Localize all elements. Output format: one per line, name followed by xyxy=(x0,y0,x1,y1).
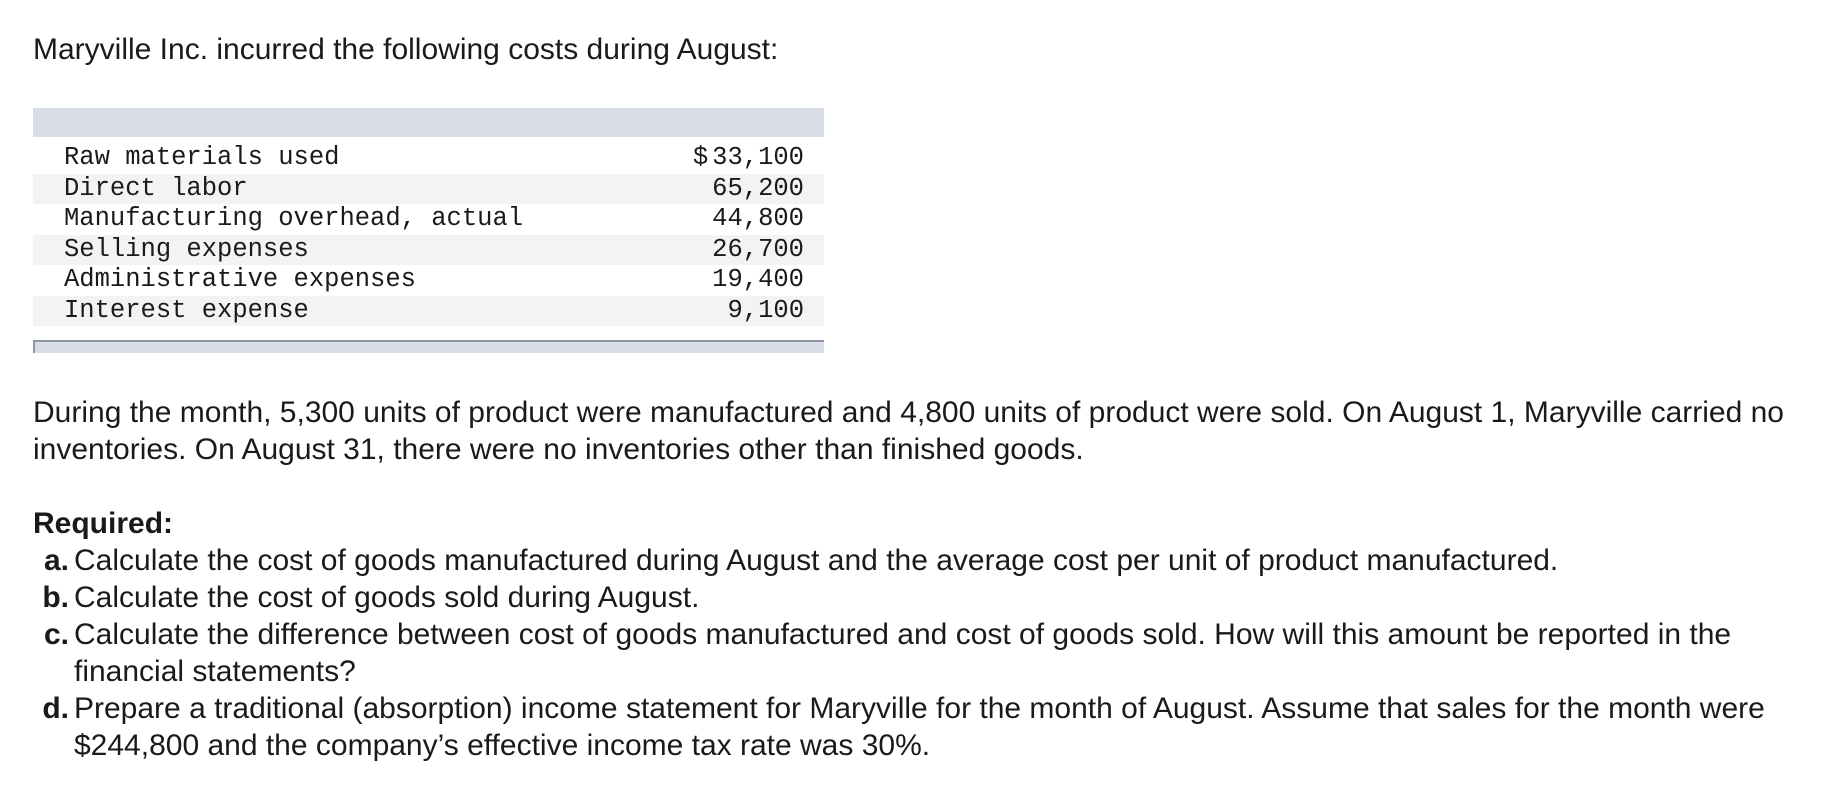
requirement-letter: d. xyxy=(42,692,69,725)
cost-amount: 44,800 xyxy=(644,204,824,235)
requirement-letter: b. xyxy=(42,581,69,614)
requirement-letter: a. xyxy=(43,544,69,577)
requirement-text: Prepare a traditional (absorption) incom… xyxy=(74,692,1765,762)
cost-table: Raw materials used $ 33,100 Direct labor… xyxy=(33,108,824,353)
cost-row-manufacturing-overhead: Manufacturing overhead, actual 44,800 xyxy=(33,204,824,235)
requirement-text: Calculate the cost of goods sold during … xyxy=(74,581,700,614)
cost-value: 33,100 xyxy=(712,143,804,172)
requirement-c: c. Calculate the difference between cost… xyxy=(33,616,1823,690)
cost-amount: 26,700 xyxy=(644,235,824,266)
requirement-text: Calculate the cost of goods manufactured… xyxy=(74,544,1559,577)
cost-amount: 19,400 xyxy=(644,265,824,296)
requirement-d: d. Prepare a traditional (absorption) in… xyxy=(33,690,1823,764)
cost-row-interest-expense: Interest expense 9,100 xyxy=(33,295,824,327)
cost-label: Manufacturing overhead, actual xyxy=(64,204,524,233)
requirement-a: a. Calculate the cost of goods manufactu… xyxy=(33,542,1823,579)
cost-row-selling-expenses: Selling expenses 26,700 xyxy=(33,234,824,266)
requirement-b: b. Calculate the cost of goods sold duri… xyxy=(33,579,1823,616)
cost-label: Administrative expenses xyxy=(64,265,416,294)
cost-amount: 9,100 xyxy=(644,296,824,327)
cost-table-body: Raw materials used $ 33,100 Direct labor… xyxy=(33,143,824,326)
requirement-text: Calculate the difference between cost of… xyxy=(74,618,1732,688)
cost-amount: $ 33,100 xyxy=(644,143,824,174)
cost-value: 65,200 xyxy=(712,173,804,203)
cost-value: 9,100 xyxy=(727,295,804,325)
cost-row-administrative-expenses: Administrative expenses 19,400 xyxy=(33,265,824,296)
cost-label: Direct labor xyxy=(64,173,248,203)
currency-symbol: $ xyxy=(692,143,709,172)
cost-amount: 65,200 xyxy=(644,174,824,205)
cost-value: 26,700 xyxy=(712,234,804,264)
required-heading: Required: xyxy=(33,507,174,540)
cost-label: Selling expenses xyxy=(64,234,309,264)
intro-text: Maryville Inc. incurred the following co… xyxy=(33,33,779,66)
table-footer-bar xyxy=(33,340,824,353)
requirements-list: a. Calculate the cost of goods manufactu… xyxy=(33,542,1823,764)
cost-value: 19,400 xyxy=(712,265,804,294)
cost-row-direct-labor: Direct labor 65,200 xyxy=(33,173,824,205)
cost-label: Raw materials used xyxy=(64,143,340,172)
required-section: Required: a. Calculate the cost of goods… xyxy=(33,505,1823,764)
problem-paragraph: During the month, 5,300 units of product… xyxy=(33,396,1784,466)
cost-value: 44,800 xyxy=(712,204,804,233)
table-header-bar xyxy=(33,108,824,137)
cost-label: Interest expense xyxy=(64,295,309,325)
requirement-letter: c. xyxy=(43,618,69,651)
cost-row-raw-materials: Raw materials used $ 33,100 xyxy=(33,143,824,174)
